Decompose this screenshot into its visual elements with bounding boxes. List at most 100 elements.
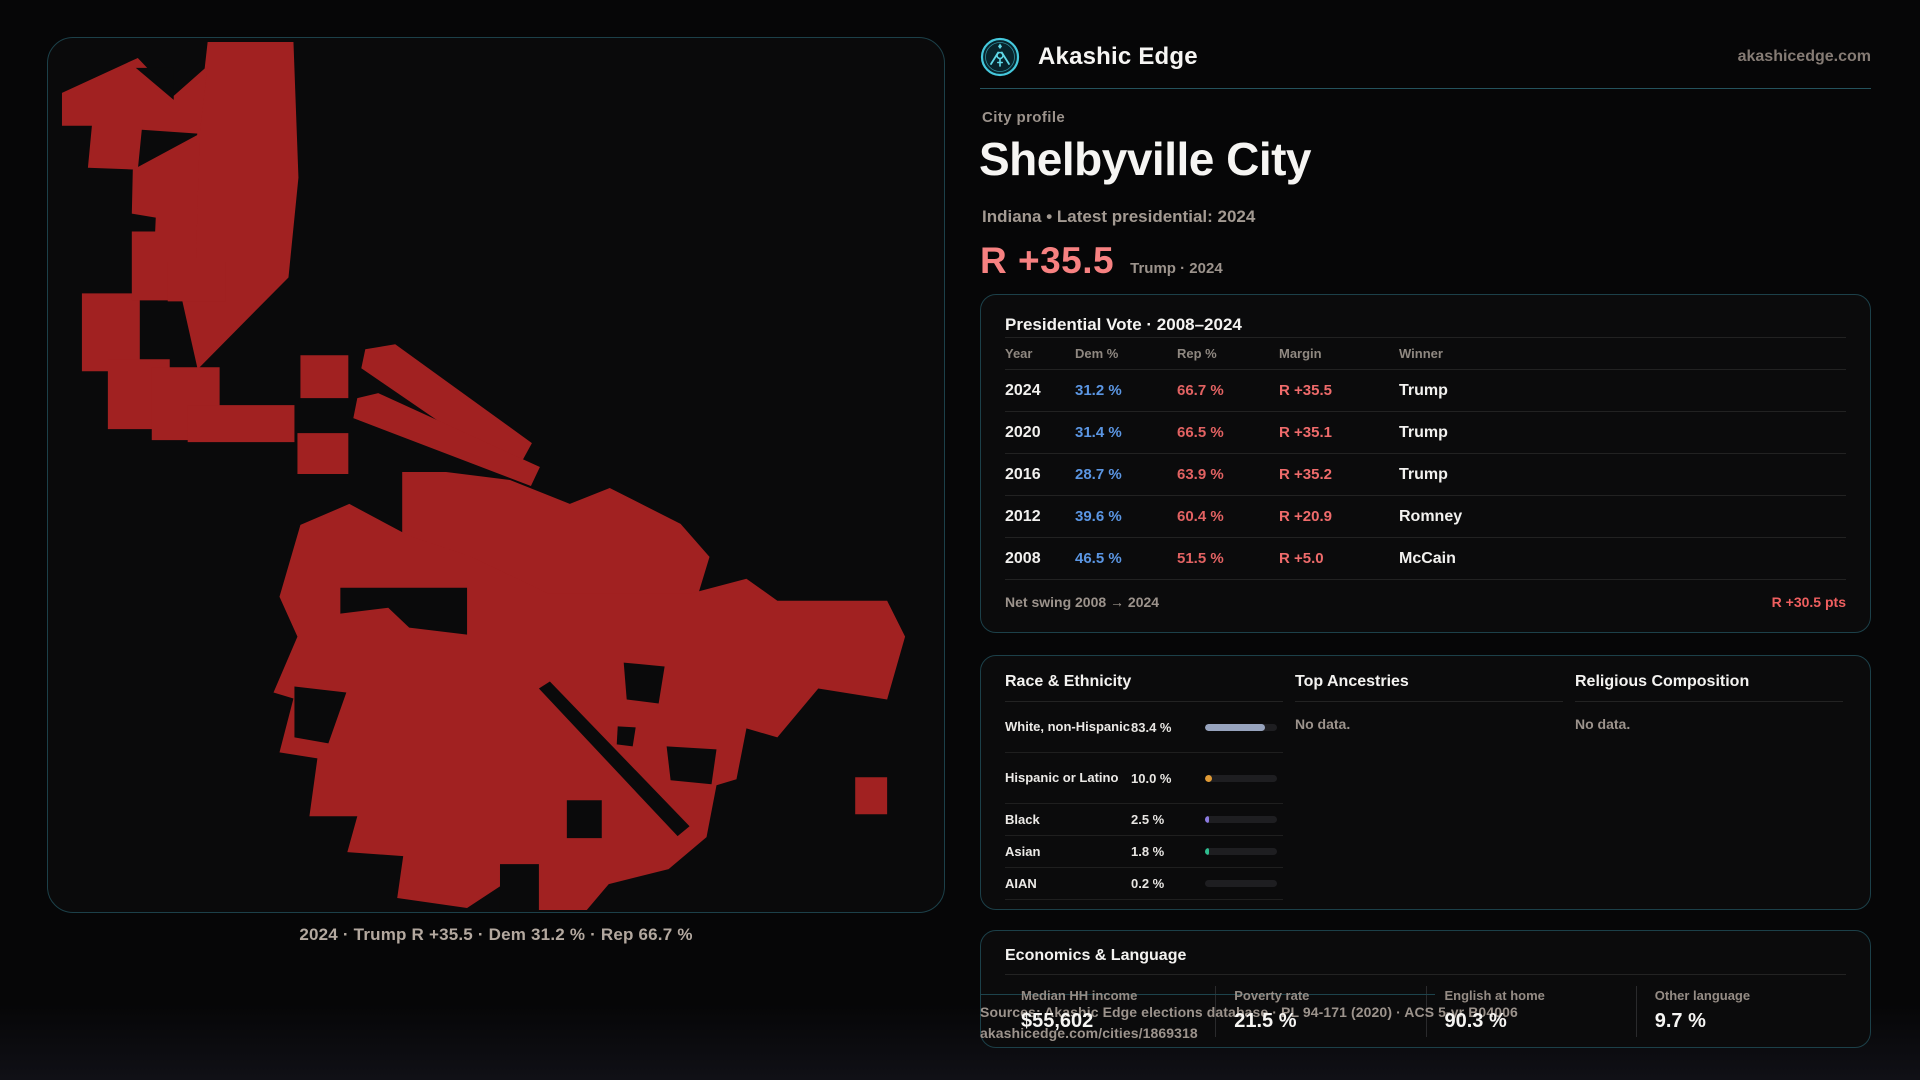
stat-poverty-rate: Poverty rate 21.5 % (1215, 986, 1425, 1037)
stat-english-at-home: English at home 90.3 % (1425, 986, 1636, 1037)
headline-margin-value: R +35.5 (980, 240, 1115, 281)
headline-margin-context: Trump · 2024 (1130, 260, 1223, 277)
cell-year: 2012 (1005, 507, 1041, 525)
economics-stats-row: Median HH income $55,602 Poverty rate 21… (1005, 986, 1846, 1037)
table-row: 2008 46.5 % 51.5 % R +5.0 McCain (1005, 538, 1846, 579)
race-bar (1205, 723, 1277, 731)
vote-panel-title: Presidential Vote · 2008–2024 (1005, 315, 1242, 334)
cell-dem-pct: 31.2 % (1075, 382, 1122, 399)
cell-winner: Romney (1399, 507, 1463, 525)
cell-rep-pct: 63.9 % (1177, 466, 1224, 483)
cell-year: 2024 (1005, 381, 1041, 399)
ancestries-empty-state: No data. (1295, 716, 1351, 732)
ancestries-section-title: Top Ancestries (1295, 673, 1563, 702)
race-label: White, non-Hispanic (1005, 719, 1130, 734)
col-header-year: Year (1005, 346, 1033, 361)
city-boundary-map (61, 41, 906, 911)
source-footer: Sources: Akashic Edge elections database… (980, 994, 1540, 1041)
race-label: Black (1005, 811, 1040, 827)
race-value: 83.4 % (1131, 719, 1172, 735)
presidential-vote-panel: Presidential Vote · 2008–2024 Year Dem %… (980, 294, 1871, 633)
cell-winner: McCain (1399, 549, 1456, 567)
cell-year: 2016 (1005, 465, 1041, 483)
cell-year: 2008 (1005, 549, 1041, 567)
race-bar (1205, 774, 1277, 782)
divider (1005, 579, 1846, 580)
divider (1005, 453, 1846, 454)
cell-rep-pct: 66.7 % (1177, 382, 1224, 399)
brand-name: Akashic Edge (1038, 43, 1198, 70)
table-row: 2020 31.4 % 66.5 % R +35.1 Trump (1005, 412, 1846, 453)
cell-rep-pct: 60.4 % (1177, 508, 1224, 525)
cell-winner: Trump (1399, 423, 1448, 441)
cell-margin: R +35.2 (1279, 466, 1332, 483)
race-row: Hispanic or Latino 10.0 % (1005, 753, 1283, 804)
header-divider (980, 88, 1871, 89)
stat-value: 90.3 % (1444, 1010, 1507, 1032)
race-bar (1205, 848, 1277, 855)
religion-section-title: Religious Composition (1575, 673, 1843, 702)
stat-median-hh-income: Median HH income $55,602 (1005, 986, 1215, 1037)
col-header-rep: Rep % (1177, 346, 1217, 361)
cell-margin: R +35.5 (1279, 382, 1332, 399)
religion-empty-state: No data. (1575, 716, 1631, 732)
table-row: 2016 28.7 % 63.9 % R +35.2 Trump (1005, 454, 1846, 495)
stat-label: Median HH income (1021, 988, 1138, 1003)
headline-margin-block: R +35.5 Trump · 2024 (980, 240, 1223, 282)
col-header-winner: Winner (1399, 346, 1443, 361)
cell-dem-pct: 39.6 % (1075, 508, 1122, 525)
demographics-panel: Race & Ethnicity White, non-Hispanic 83.… (980, 655, 1871, 910)
race-value: 2.5 % (1131, 812, 1165, 827)
race-value: 1.8 % (1131, 844, 1165, 859)
divider (1005, 337, 1846, 338)
race-row: Black 2.5 % (1005, 804, 1283, 836)
cell-margin: R +35.1 (1279, 424, 1332, 441)
cell-margin: R +20.9 (1279, 508, 1332, 525)
race-ethnicity-section: Race & Ethnicity White, non-Hispanic 83.… (1005, 673, 1283, 909)
permalink-text[interactable]: akashicedge.com/cities/1869318 (980, 1025, 1198, 1041)
table-row: 2012 39.6 % 60.4 % R +20.9 Romney (1005, 496, 1846, 537)
stat-label: Other language (1654, 988, 1751, 1003)
race-label: Asian (1005, 843, 1041, 859)
cell-dem-pct: 46.5 % (1075, 550, 1122, 567)
race-label: Hispanic or Latino (1005, 770, 1119, 785)
cell-rep-pct: 66.5 % (1177, 424, 1224, 441)
stat-value: 21.5 % (1234, 1010, 1297, 1032)
stat-label: Poverty rate (1234, 988, 1310, 1003)
col-header-margin: Margin (1279, 346, 1322, 361)
race-row: White, non-Hispanic 83.4 % (1005, 702, 1283, 753)
race-row: AIAN 0.2 % (1005, 868, 1283, 900)
map-caption: 2024 · Trump R +35.5 · Dem 31.2 % · Rep … (299, 925, 693, 944)
net-swing-label: Net swing 2008 → 2024 (1005, 594, 1160, 610)
cell-dem-pct: 28.7 % (1075, 466, 1122, 483)
economics-panel: Economics & Language Median HH income $5… (980, 930, 1871, 1048)
divider (1005, 369, 1846, 370)
race-value: 10.0 % (1131, 770, 1172, 786)
col-header-dem: Dem % (1075, 346, 1119, 361)
footer-divider (980, 994, 1435, 995)
stat-other-language: Other language 9.7 % (1635, 986, 1846, 1037)
cell-margin: R +5.0 (1279, 550, 1324, 567)
net-swing-row: Net swing 2008 → 2024 R +30.5 pts (1005, 580, 1846, 624)
economics-panel-title: Economics & Language (1005, 947, 1846, 975)
race-label: AIAN (1005, 875, 1037, 891)
sources-text: Sources: Akashic Edge elections database… (980, 1004, 1518, 1020)
stat-label: English at home (1444, 988, 1545, 1003)
race-value: 0.2 % (1131, 876, 1165, 891)
city-map-panel (47, 37, 945, 913)
race-row: Asian 1.8 % (1005, 836, 1283, 868)
net-swing-value: R +30.5 pts (1771, 594, 1846, 610)
race-bar (1205, 880, 1277, 887)
divider (1005, 411, 1846, 412)
table-row: 2024 31.2 % 66.7 % R +35.5 Trump (1005, 370, 1846, 411)
cell-winner: Trump (1399, 465, 1448, 483)
cell-year: 2020 (1005, 423, 1041, 441)
stat-value: 9.7 % (1654, 1010, 1706, 1032)
page-title: Shelbyville City (979, 133, 1312, 185)
page-subtitle: Indiana • Latest presidential: 2024 (982, 207, 1256, 226)
kicker-label: City profile (982, 109, 1066, 126)
header: Akashic Edge akashicedge.com (980, 32, 1871, 82)
brand-site-link[interactable]: akashicedge.com (1737, 48, 1871, 65)
cell-winner: Trump (1399, 381, 1448, 399)
akashic-edge-logo-icon (980, 37, 1020, 77)
